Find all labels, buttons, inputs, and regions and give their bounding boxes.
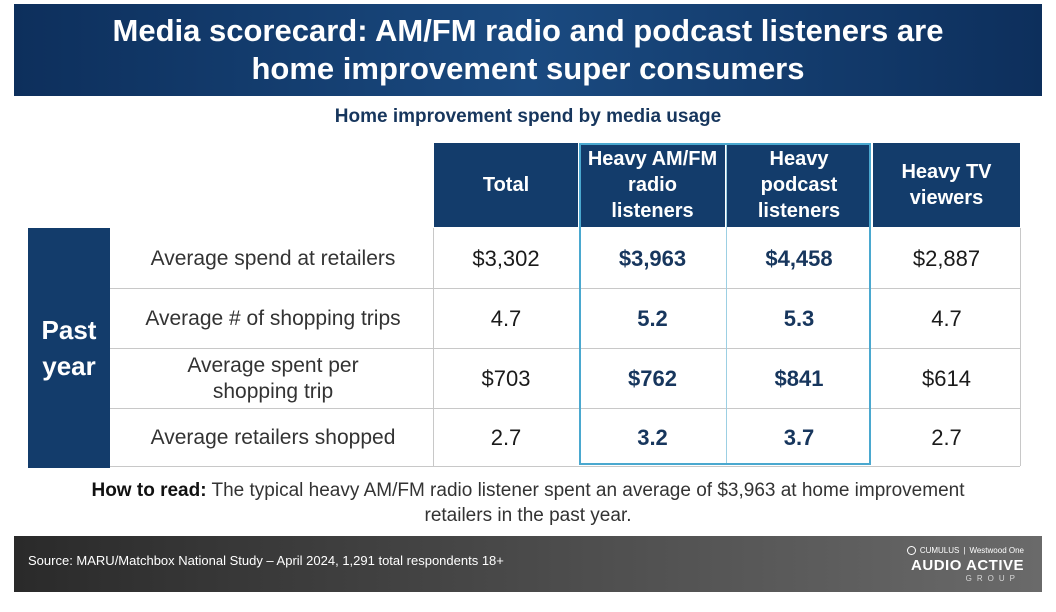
col-header-total: Total (434, 143, 578, 227)
cell-tv-retailers-shopped: 2.7 (931, 424, 962, 450)
col-header-heavy-podcast: Heavy podcast listeners (727, 143, 871, 227)
row-label-shopping-trips: Average # of shopping trips (145, 306, 401, 330)
row-label-spent-per-trip-line-1: Average spent per (187, 353, 359, 377)
col-header-heavy-amfm: Heavy AM/FM radio listeners (580, 143, 725, 227)
title-line-2: home improvement super consumers (251, 51, 805, 86)
cell-podcast-retailers-shopped: 3.7 (783, 424, 815, 450)
cell-tv-avg-spend: $2,887 (912, 246, 981, 271)
row-label-spent-per-trip-line-2: shopping trip (212, 379, 334, 403)
cell-podcast-avg-spend: $4,458 (765, 246, 833, 271)
cell-total-spent-per-trip: $703 (481, 365, 531, 391)
cell-tv-spent-per-trip: $614 (922, 365, 971, 391)
partner-logos: CUMULUS | Westwood One (906, 546, 1024, 555)
cumulus-logo-icon (906, 546, 916, 555)
westwood-one-logo-text: Westwood One (969, 546, 1024, 555)
row-divider (110, 466, 1020, 467)
audio-active-logo: AUDIO ACTIVE (911, 557, 1024, 574)
column-divider (433, 228, 434, 466)
cell-amfm-retailers-shopped: 3.2 (637, 424, 668, 450)
cumulus-logo-text: CUMULUS (919, 546, 960, 555)
cell-amfm-spent-per-trip: $762 (628, 365, 677, 391)
row-divider (110, 408, 1020, 409)
title-banner: Media scorecard: AM/FM radio and podcast… (14, 4, 1042, 96)
source-text: Source: MARU/Matchbox National Study – A… (28, 553, 504, 568)
row-group-label: Past year (28, 228, 110, 468)
table-subtitle: Home improvement spend by media usage (334, 106, 722, 127)
row-group-label-line-2: year (42, 351, 96, 381)
highlight-divider (726, 143, 727, 465)
row-divider (110, 348, 1020, 349)
how-to-read-note: How to read: The typical heavy AM/FM rad… (60, 478, 996, 528)
row-label-spent-per-trip: Average spent per shopping trip (112, 349, 434, 408)
row-divider (110, 288, 1020, 289)
cell-total-retailers-shopped: 2.7 (490, 424, 522, 450)
logo-separator: | (963, 546, 966, 555)
col-header-heavy-tv: Heavy TV viewers (873, 143, 1020, 227)
cell-total-avg-spend: $3,302 (472, 246, 540, 271)
cell-podcast-spent-per-trip: $841 (774, 365, 824, 391)
highlight-frame (579, 143, 871, 465)
cell-total-shopping-trips: 4.7 (490, 305, 522, 331)
audio-active-logo-sub: GROUP (965, 574, 1020, 583)
cell-tv-shopping-trips: 4.7 (931, 305, 962, 331)
cell-amfm-shopping-trips: 5.2 (637, 305, 668, 331)
footer-bar: Source: MARU/Matchbox National Study – A… (14, 536, 1042, 592)
how-to-read-text: The typical heavy AM/FM radio listener s… (206, 480, 965, 526)
cell-podcast-shopping-trips: 5.3 (783, 305, 815, 331)
title-line-1: Media scorecard: AM/FM radio and podcast… (112, 13, 944, 48)
how-to-read-lead: How to read: (91, 480, 207, 501)
cell-amfm-avg-spend: $3,963 (618, 246, 687, 271)
column-divider (1020, 228, 1021, 466)
row-label-retailers-shopped: Average retailers shopped (150, 425, 396, 449)
row-group-label-line-1: Past (41, 315, 97, 345)
row-label-avg-spend: Average spend at retailers (150, 247, 396, 270)
